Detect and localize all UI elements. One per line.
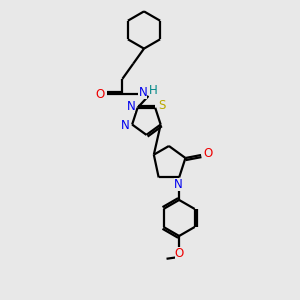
Text: O: O — [175, 247, 184, 260]
Text: H: H — [149, 84, 158, 97]
Text: N: N — [139, 86, 148, 99]
Text: N: N — [174, 178, 183, 190]
Text: N: N — [127, 100, 135, 113]
Text: S: S — [158, 99, 166, 112]
Text: O: O — [203, 147, 212, 160]
Text: O: O — [96, 88, 105, 101]
Text: N: N — [121, 119, 130, 132]
